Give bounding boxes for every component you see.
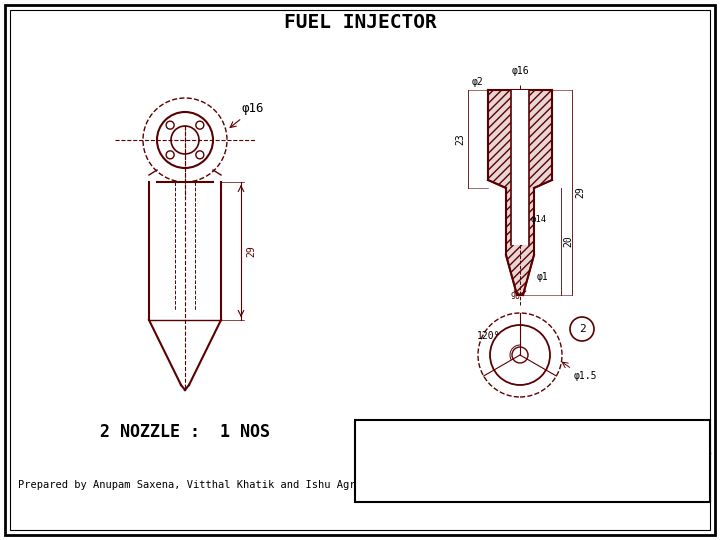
Text: 90°: 90° bbox=[510, 292, 526, 301]
Polygon shape bbox=[511, 90, 529, 245]
Text: PART AND ASSEMBLY DRAWINGS: FUEL INJECTOR: PART AND ASSEMBLY DRAWINGS: FUEL INJECTO… bbox=[412, 474, 653, 484]
Text: φ1.5: φ1.5 bbox=[574, 371, 598, 381]
Text: 120°: 120° bbox=[477, 331, 500, 341]
Text: ME 251 LECTURE VII: ME 251 LECTURE VII bbox=[472, 444, 593, 454]
Text: Prepared by Anupam Saxena, Vitthal Khatik and Ishu Agrawal: Prepared by Anupam Saxena, Vitthal Khati… bbox=[18, 480, 380, 490]
Polygon shape bbox=[488, 90, 552, 295]
Text: 20: 20 bbox=[563, 235, 573, 247]
Text: φ14: φ14 bbox=[531, 215, 547, 225]
Text: 2 NOZZLE :  1 NOS: 2 NOZZLE : 1 NOS bbox=[100, 423, 270, 441]
Text: FUEL INJECTOR: FUEL INJECTOR bbox=[284, 12, 436, 31]
Text: 2: 2 bbox=[579, 324, 585, 334]
Bar bbox=[355, 420, 710, 502]
Text: 29: 29 bbox=[575, 187, 585, 198]
Text: φ2: φ2 bbox=[472, 77, 483, 87]
Text: 23: 23 bbox=[455, 133, 465, 145]
Text: ANUPAM SAXENA: ANUPAM SAXENA bbox=[489, 429, 577, 439]
Text: φ16: φ16 bbox=[241, 102, 264, 115]
Text: φ16: φ16 bbox=[511, 66, 528, 76]
Text: φ1: φ1 bbox=[537, 272, 549, 282]
Text: 29: 29 bbox=[246, 245, 256, 257]
